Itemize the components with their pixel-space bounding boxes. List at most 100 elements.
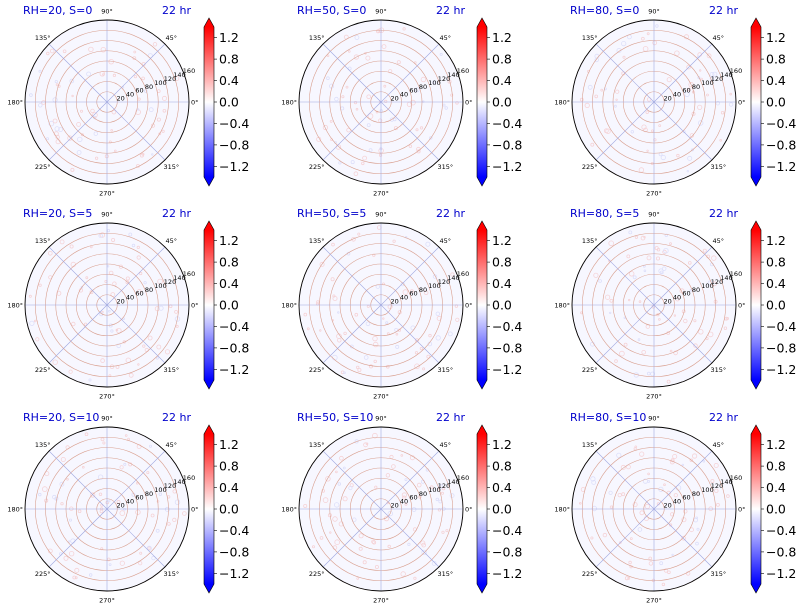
texture-contour — [609, 311, 612, 315]
texture-contour — [182, 511, 187, 516]
texture-contour — [99, 232, 106, 238]
texture-contour — [432, 80, 436, 84]
radial-tick-label: 40 — [126, 498, 134, 506]
angular-gridline — [380, 304, 440, 364]
texture-contour — [319, 329, 322, 332]
texture-contour — [684, 91, 690, 97]
texture-contour — [674, 50, 680, 56]
radial-tick-label: 120 — [438, 482, 450, 490]
texture-contour — [681, 463, 685, 467]
colorbar-tick-label: −0.4 — [492, 116, 522, 131]
texture-contour — [413, 576, 417, 580]
texture-contour — [395, 332, 399, 336]
texture-contour — [106, 229, 111, 233]
texture-contour — [341, 95, 345, 99]
texture-contour — [421, 549, 427, 556]
colorbar-tick-label: 0.4 — [766, 276, 786, 291]
angle-tick-label: 315° — [437, 570, 453, 578]
texture-contour — [100, 47, 106, 53]
radial-tick-label: 80 — [145, 83, 153, 91]
texture-contour — [435, 311, 440, 316]
texture-contour — [147, 546, 151, 550]
texture-contour — [408, 144, 413, 148]
texture-contour — [651, 129, 654, 133]
texture-contour — [322, 497, 329, 503]
colorbar-min-arrow — [751, 380, 761, 389]
texture-contour — [156, 117, 161, 122]
panel-title-left: RH=20, S=10 — [23, 411, 99, 424]
texture-contour — [119, 560, 125, 566]
texture-contour — [421, 542, 427, 548]
texture-contour — [98, 492, 103, 496]
colorbar-tick-label: 0.0 — [219, 95, 239, 110]
texture-contour — [673, 314, 677, 317]
texture-contour — [361, 161, 365, 166]
radial-tick-label: 60 — [682, 290, 690, 298]
angle-tick-label: 135° — [582, 441, 598, 449]
texture-contour — [385, 321, 389, 325]
texture-contour — [687, 155, 693, 161]
texture-contour — [136, 245, 140, 249]
texture-contour — [354, 439, 359, 444]
texture-contour — [614, 359, 618, 363]
texture-contour — [136, 255, 141, 260]
colorbar-min-arrow — [204, 177, 214, 186]
radial-tick-label: 100 — [428, 79, 440, 87]
panel-title-right: 22 hr — [709, 207, 738, 220]
angle-tick-label: 180° — [7, 506, 23, 514]
colorbar-tick-label: 0.0 — [492, 95, 512, 110]
colorbar-tick-label: 1.2 — [219, 437, 239, 452]
colorbar-tick-label: 1.2 — [492, 233, 512, 248]
colorbar-outline — [203, 424, 215, 594]
angle-tick-label: 0° — [191, 302, 198, 310]
texture-contour — [587, 84, 593, 90]
texture-contour — [630, 130, 634, 134]
angle-tick-label: 90° — [101, 211, 113, 219]
angle-tick-label: 0° — [738, 506, 745, 514]
texture-contour — [615, 98, 618, 102]
colorbar-max-arrow — [751, 221, 761, 230]
texture-contour — [102, 73, 105, 76]
texture-contour — [46, 51, 50, 56]
colorbar-tick-label: 1.2 — [219, 233, 239, 248]
texture-contour — [695, 541, 699, 546]
texture-contour — [319, 536, 324, 540]
polar-panel: 0°45°90°135°180°225°270°315°20 40 60 80 1001… — [7, 4, 249, 198]
angular-gridline — [322, 304, 382, 364]
radial-tick-label: 40 — [126, 91, 134, 99]
texture-contour — [664, 233, 668, 237]
texture-contour — [38, 283, 42, 287]
texture-contour — [450, 272, 455, 277]
texture-contour — [143, 281, 147, 285]
texture-contour — [616, 48, 622, 54]
colorbar-body — [204, 434, 214, 584]
texture-contour — [29, 93, 33, 97]
colorbar-max-arrow — [477, 18, 487, 27]
texture-contour — [52, 118, 58, 124]
colorbar-min-arrow — [477, 380, 487, 389]
texture-contour — [306, 327, 310, 331]
colorbar-tick-label: 1.2 — [766, 437, 786, 452]
texture-contour — [362, 155, 368, 161]
radial-tick-label: 160 — [183, 474, 195, 482]
texture-contour — [358, 533, 364, 539]
texture-contour — [621, 492, 626, 497]
angle-tick-label: 180° — [281, 99, 297, 107]
texture-contour — [372, 540, 377, 545]
texture-contour — [354, 35, 360, 40]
texture-contour — [332, 516, 338, 522]
texture-contour — [330, 277, 335, 282]
texture-contour — [69, 244, 74, 249]
angle-tick-label: 90° — [648, 8, 660, 16]
radial-tick-label: 120 — [438, 278, 450, 286]
texture-contour — [77, 509, 82, 514]
angle-tick-label: 0° — [465, 506, 472, 514]
polar-panel: 0°45°90°135°180°225°270°315°20 40 60 80 1001… — [7, 207, 249, 401]
texture-contour — [173, 75, 180, 82]
angle-tick-label: 270° — [373, 597, 389, 605]
panel-title-left: RH=50, S=0 — [297, 4, 366, 17]
texture-contour — [125, 280, 130, 285]
texture-contour — [420, 76, 427, 83]
texture-contour — [628, 560, 632, 565]
texture-contour — [29, 320, 35, 326]
